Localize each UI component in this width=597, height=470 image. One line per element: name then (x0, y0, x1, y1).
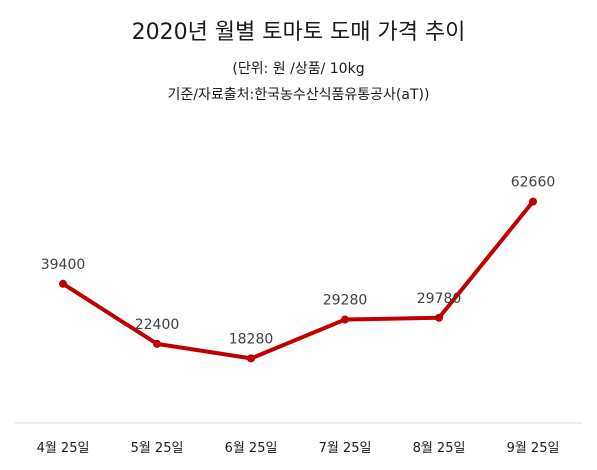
x-tick-label: 7월 25일 (319, 441, 372, 456)
data-label: 39400 (41, 257, 86, 273)
chart-subtitle: (단위: 원 /상품/ 10kg (232, 61, 365, 77)
chart-source: 기준/자료출처:한국농수산식품유통공사(aT)) (167, 87, 430, 103)
data-label: 18280 (229, 331, 274, 347)
data-label: 29780 (417, 291, 462, 307)
data-point (529, 197, 537, 206)
x-tick-label: 5월 25일 (131, 441, 184, 456)
data-label: 62660 (511, 175, 556, 191)
data-point (435, 313, 443, 322)
data-label: 22400 (135, 317, 180, 333)
x-tick-label: 4월 25일 (37, 441, 90, 456)
data-label: 29280 (323, 293, 368, 309)
x-tick-label: 9월 25일 (507, 441, 560, 456)
data-point (153, 339, 161, 348)
data-point (59, 279, 67, 288)
data-point (341, 315, 349, 324)
series-line (61, 199, 535, 361)
x-tick-label: 6월 25일 (225, 441, 278, 456)
x-tick-label: 8월 25일 (413, 441, 466, 456)
chart-title: 2020년 월별 토마토 도매 가격 추이 (131, 20, 466, 45)
data-point (247, 354, 255, 363)
